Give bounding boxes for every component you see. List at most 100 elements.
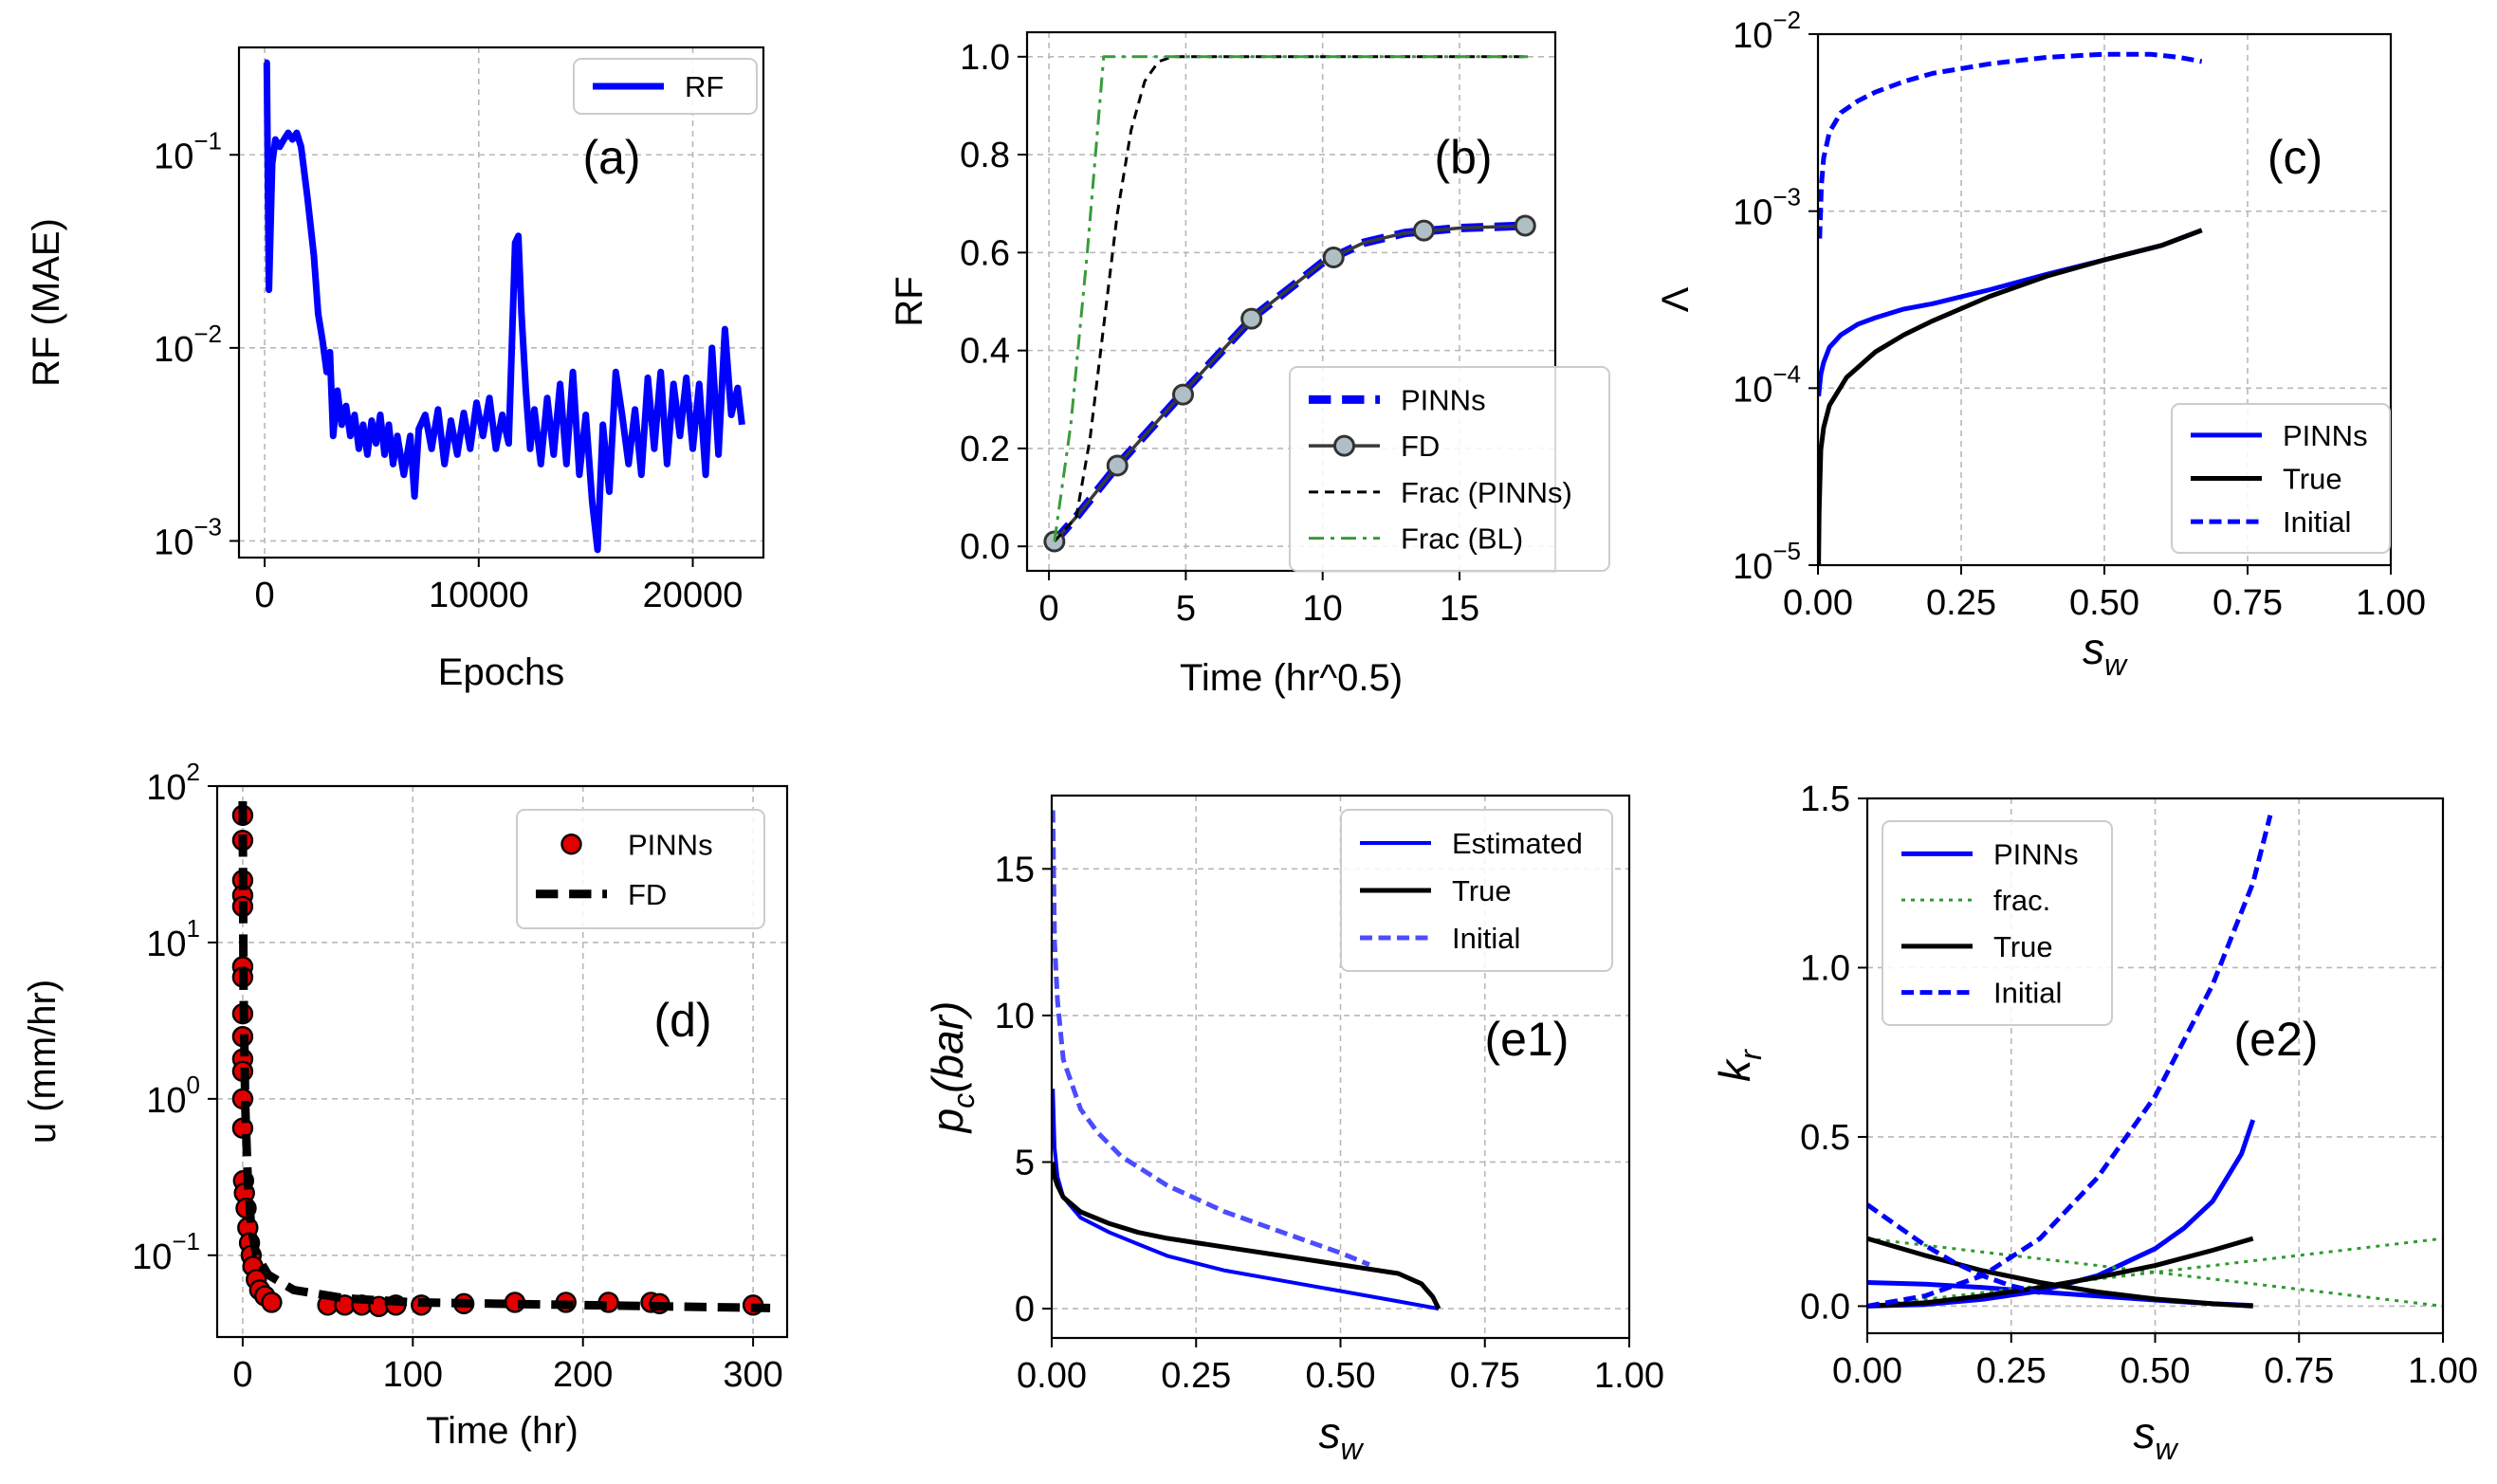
y-tick-base: 10	[146, 768, 186, 808]
y-tick-label: 0.5	[1800, 1118, 1850, 1158]
x-tick-label: 15	[1440, 589, 1479, 629]
y-tick-base: 10	[132, 1237, 172, 1277]
legend-label: Frac (BL)	[1401, 522, 1523, 556]
x-tick-label: 200	[553, 1355, 613, 1395]
x-tick-label: 0	[232, 1355, 252, 1395]
series-line-true-oil	[1867, 1236, 2253, 1309]
y-tick-exponent: −3	[1772, 183, 1801, 211]
data-point-fd	[1240, 307, 1263, 330]
y-tick-base: 10	[1733, 547, 1772, 587]
y-tick-label: 0	[1015, 1290, 1035, 1329]
legend-label: RF	[685, 70, 724, 103]
x-axis-label-main: s	[2133, 1408, 2155, 1457]
x-tick-label: 0.25	[1161, 1356, 1231, 1396]
y-axis: 0.0 0.5 1.0 1.5	[1800, 779, 1867, 1327]
x-axis-label: Epochs	[438, 651, 564, 693]
y-tick-exponent: −4	[1772, 359, 1801, 388]
x-axis-label-main: s	[1318, 1408, 1340, 1457]
y-tick-exponent: 1	[187, 914, 200, 943]
y-tick-exponent: 2	[187, 758, 200, 786]
y-tick-base: 10	[1733, 16, 1772, 56]
y-tick-exponent: −2	[1772, 6, 1801, 34]
x-tick-label: 300	[723, 1355, 782, 1395]
x-tick-label: 1.00	[2356, 583, 2426, 623]
y-tick-label: 1.0	[1800, 948, 1850, 988]
y-tick-base: 10	[154, 137, 193, 176]
x-tick-label: 10	[1303, 589, 1343, 629]
y-tick-exponent: −5	[1772, 537, 1801, 565]
legend-marker	[560, 834, 582, 855]
y-axis-label: u (mm/hr)	[22, 980, 64, 1144]
x-tick-label: 20000	[643, 576, 744, 615]
y-axis-label: pc(bar)	[923, 1001, 981, 1135]
y-tick-base: 10	[1733, 193, 1772, 233]
series-line-true	[1818, 228, 2203, 565]
y-tick-base: 10	[1733, 370, 1772, 410]
axes-frame	[237, 46, 765, 559]
x-tick-label: 0	[1039, 589, 1059, 629]
y-tick-label: 15	[995, 850, 1035, 889]
legend: PINNs True Initial	[2171, 403, 2391, 554]
y-tick-label: 1.0	[960, 38, 1010, 78]
x-tick-label: 0.50	[2069, 583, 2139, 623]
y-tick-label: 10−4	[1733, 359, 1801, 410]
y-tick-label: 10−5	[1733, 537, 1801, 587]
series-group	[231, 800, 771, 1318]
x-axis-label-sub: w	[1340, 1432, 1364, 1466]
legend-label: PINNs	[1993, 837, 2079, 870]
y-tick-label: 1.5	[1800, 779, 1850, 819]
legend-label: PINNs	[628, 828, 713, 861]
y-axis: 0 5 10 15	[995, 850, 1052, 1329]
y-tick-base: 10	[154, 330, 193, 370]
legend-label: Estimated	[1452, 827, 1583, 860]
x-tick-label: 0.00	[1017, 1356, 1087, 1396]
series-line-frac-rising	[1867, 1237, 2443, 1308]
x-tick-label: 0.25	[1976, 1351, 2047, 1391]
legend-label: Initial	[1993, 977, 2062, 1010]
x-tick-label: 100	[383, 1355, 443, 1395]
y-tick-exponent: −2	[193, 320, 222, 348]
y-axis: 10−310−210−1	[154, 126, 239, 562]
legend-box	[573, 58, 758, 115]
legend-label: True	[1452, 874, 1512, 907]
y-axis-label-sub: r	[1734, 1049, 1768, 1060]
axes-frame	[1025, 30, 1557, 573]
series-line-pinns	[1867, 1119, 2256, 1309]
y-axis-label-unit: (bar)	[923, 1001, 972, 1093]
x-axis-label-main: s	[2083, 624, 2104, 673]
y-tick-label: 5	[1015, 1143, 1035, 1182]
panel-label: (b)	[1434, 131, 1492, 184]
legend-label: True	[2283, 463, 2342, 496]
legend: Estimated True Initial	[1340, 809, 1613, 972]
y-tick-label: 10−3	[1733, 183, 1801, 233]
data-point-fd	[1322, 247, 1345, 269]
y-axis: 10−510−410−310−2	[1733, 6, 1818, 587]
legend-box	[1289, 366, 1610, 572]
axes-frame	[215, 784, 789, 1339]
y-tick-exponent: −3	[193, 512, 222, 540]
data-point-fd	[1106, 454, 1129, 477]
series-line-initial-oil	[1867, 1202, 2041, 1295]
legend-label: Initial	[2283, 505, 2351, 539]
legend-label: FD	[628, 878, 667, 911]
legend-label: Initial	[1452, 922, 1520, 955]
x-axis: 0.00 0.25 0.50 0.75 1.00	[1017, 1338, 1664, 1396]
series-line-initial	[1818, 51, 2203, 239]
y-axis-label-main: k	[1710, 1058, 1759, 1082]
x-axis: 0.00 0.25 0.50 0.75 1.00	[1783, 565, 2426, 623]
x-axis-label: sw	[2083, 624, 2128, 682]
series-group	[1043, 55, 1536, 553]
x-axis: 0 100 200 300	[232, 1337, 783, 1395]
series-group	[1052, 810, 1441, 1311]
x-tick-label: 0.75	[2212, 583, 2283, 623]
x-tick-label: 0.75	[2264, 1351, 2334, 1391]
y-tick-label: 0.0	[1800, 1287, 1850, 1327]
legend-label: Frac (PINNs)	[1401, 476, 1572, 509]
y-tick-label: 10−1	[154, 126, 222, 176]
panel-label: (c)	[2267, 131, 2323, 184]
y-tick-base: 10	[146, 925, 186, 964]
x-tick-label: 0.25	[1926, 583, 1996, 623]
